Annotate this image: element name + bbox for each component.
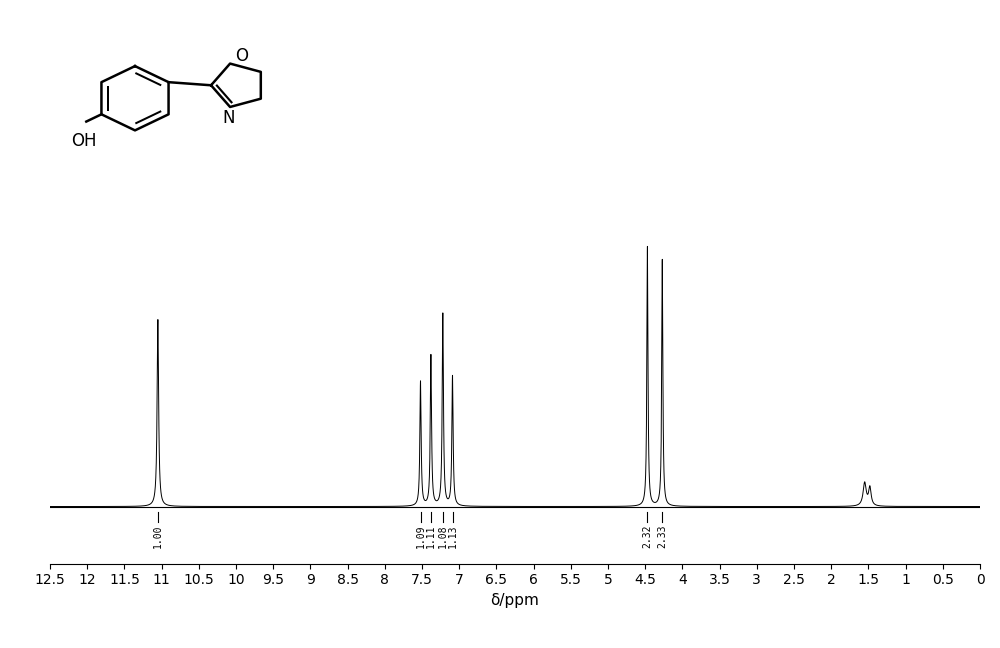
Text: 1.13: 1.13 [448, 525, 458, 548]
X-axis label: δ/ppm: δ/ppm [491, 593, 539, 608]
Text: O: O [235, 47, 248, 65]
Text: 1.11: 1.11 [426, 525, 436, 548]
Text: 2.33: 2.33 [657, 525, 667, 548]
Text: 1.09: 1.09 [416, 525, 426, 548]
Text: 1.08: 1.08 [438, 525, 448, 548]
Text: 1.00: 1.00 [153, 525, 163, 548]
Text: 2.32: 2.32 [642, 525, 652, 548]
Text: N: N [223, 110, 235, 128]
Text: OH: OH [71, 132, 97, 150]
